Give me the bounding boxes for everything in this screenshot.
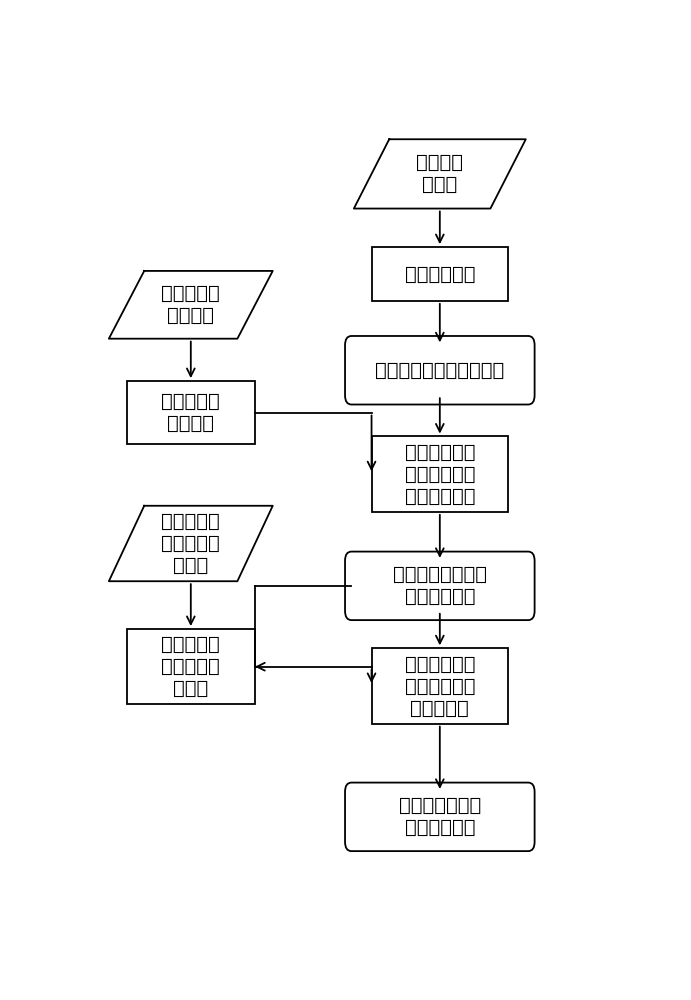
FancyBboxPatch shape: [345, 783, 535, 851]
Text: 相对辐射校正: 相对辐射校正: [404, 264, 475, 284]
Bar: [126, 381, 255, 444]
FancyBboxPatch shape: [345, 336, 535, 405]
Text: 实验室绝对
辐射定标: 实验室绝对 辐射定标: [162, 392, 220, 433]
Bar: [372, 648, 508, 724]
Text: 多光谱实验室绝对
辐射校正影像: 多光谱实验室绝对 辐射校正影像: [392, 565, 487, 606]
Text: 地面检校场
在轨绝对定
标数据: 地面检校场 在轨绝对定 标数据: [162, 512, 220, 575]
Polygon shape: [354, 139, 526, 209]
Text: 多光谱在轨绝对
辐射校正影像: 多光谱在轨绝对 辐射校正影像: [399, 796, 481, 837]
Text: 实验室绝对
定标数据: 实验室绝对 定标数据: [162, 284, 220, 325]
Text: 基于实验室绝
对定标结果的
绝对辐射校正: 基于实验室绝 对定标结果的 绝对辐射校正: [404, 443, 475, 506]
Text: 地面检校场
在轨绝对辐
射定标: 地面检校场 在轨绝对辐 射定标: [162, 635, 220, 698]
Text: 多光谱相对辐射校正影像: 多光谱相对辐射校正影像: [375, 361, 504, 380]
Text: 多光谱原
始影像: 多光谱原 始影像: [416, 153, 464, 194]
Bar: [126, 629, 255, 704]
Polygon shape: [109, 506, 273, 581]
Bar: [372, 247, 508, 301]
Polygon shape: [109, 271, 273, 339]
Text: 基于在轨绝对
定标结果的绝
对辐射校正: 基于在轨绝对 定标结果的绝 对辐射校正: [404, 654, 475, 717]
FancyBboxPatch shape: [345, 552, 535, 620]
Bar: [372, 436, 508, 512]
